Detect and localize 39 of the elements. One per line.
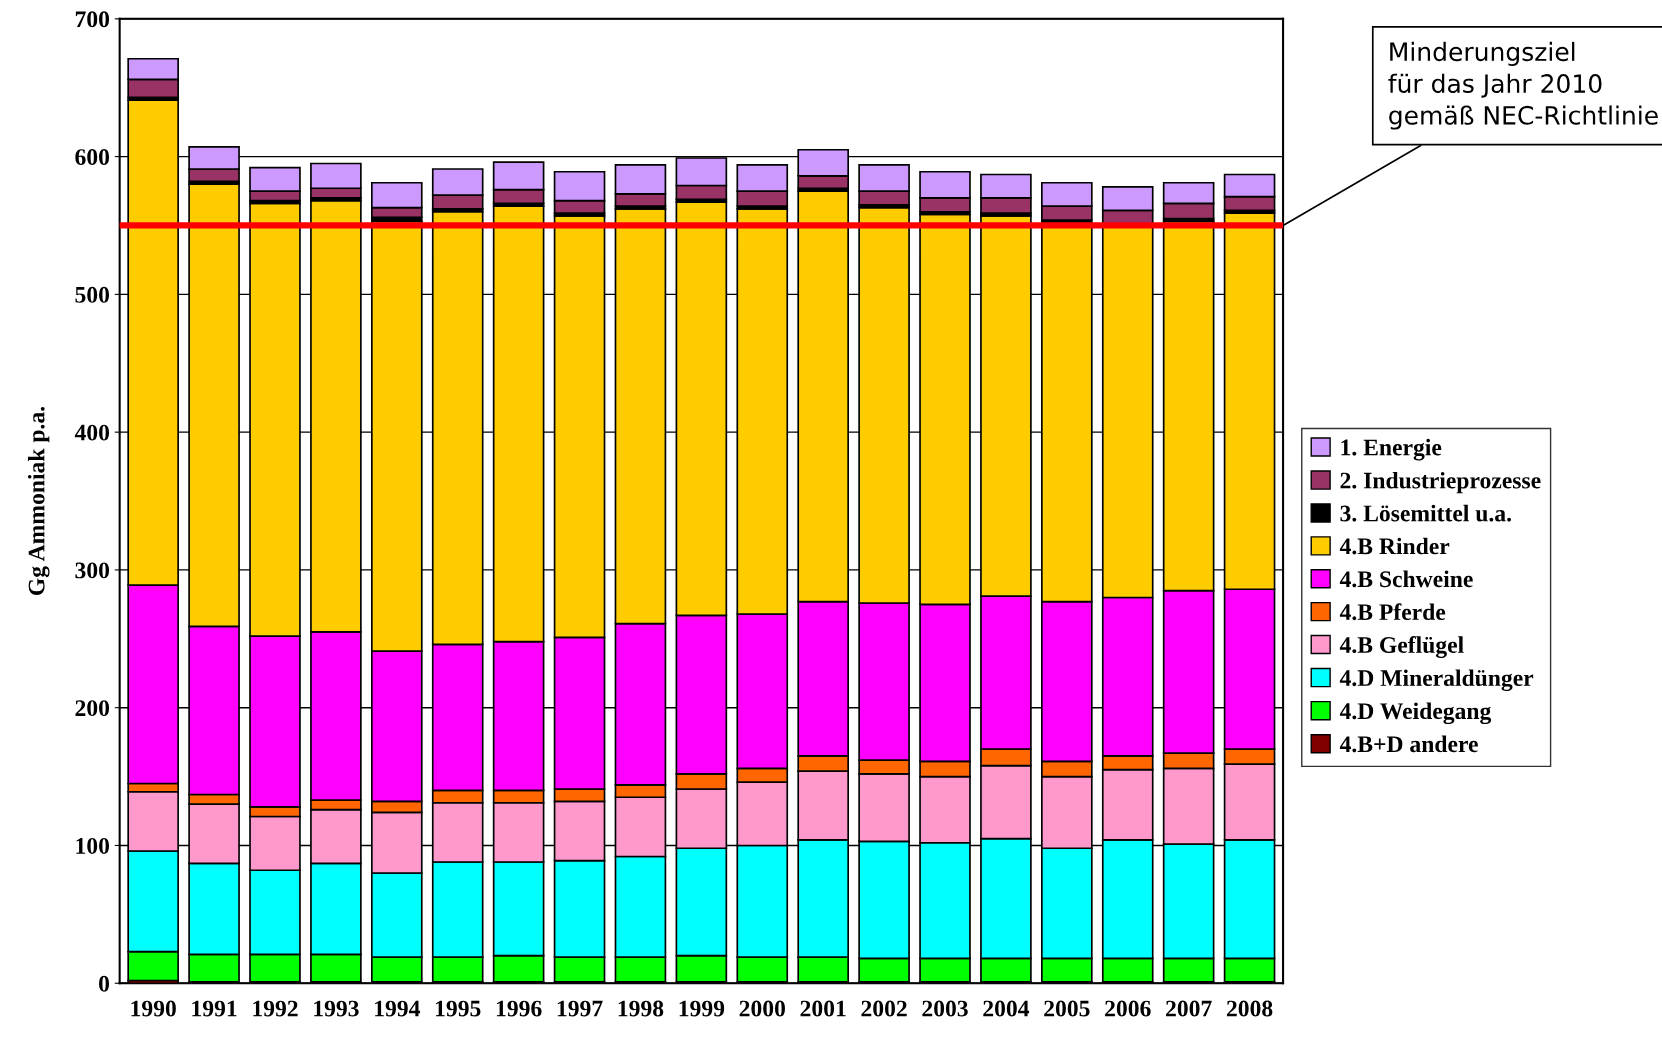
y-tick-label: 200 — [75, 700, 110, 717]
y-tick-label: 0 — [99, 975, 110, 992]
x-tick-label: 1994 — [375, 1000, 420, 1017]
x-tick-label: 1997 — [557, 1000, 603, 1017]
x-tick-label: 1995 — [436, 1000, 481, 1017]
x-tick-label: 2000 — [739, 1000, 785, 1017]
legend-label: 4.B Pferde — [1339, 603, 1446, 621]
x-tick-label: 1992 — [253, 1000, 298, 1017]
x-tick-label: 2003 — [922, 1000, 968, 1017]
x-tick-label: 1996 — [496, 1000, 542, 1017]
y-tick-label: 100 — [76, 837, 110, 854]
x-tick-label: 2002 — [861, 1000, 907, 1017]
legend-label: 4.B Rinder — [1339, 537, 1450, 555]
x-tick-label: 2007 — [1166, 1000, 1212, 1017]
legend-label: 4.B Schweine — [1339, 570, 1473, 588]
x-tick-label: 1993 — [314, 1000, 359, 1017]
x-tick-label: 2008 — [1226, 1000, 1273, 1017]
x-tick-label: 1999 — [679, 1000, 725, 1017]
x-tick-label: 1991 — [192, 1000, 237, 1017]
y-tick-label: 400 — [74, 424, 110, 441]
y-tick-label: 500 — [75, 286, 110, 303]
x-tick-label: 2006 — [1105, 1000, 1151, 1017]
legend-label: 4.D Mineraldünger — [1339, 669, 1534, 692]
x-tick-label: 1990 — [131, 1000, 176, 1017]
x-tick-label: 2005 — [1044, 1000, 1090, 1017]
legend-label: 3. Lösemittel u.a. — [1340, 504, 1511, 522]
legend-label: 4.D Weidegang — [1339, 702, 1492, 725]
x-tick-label: 2001 — [800, 1000, 846, 1017]
y-tick-label: 300 — [75, 562, 110, 579]
x-tick-label: 1998 — [618, 1000, 664, 1017]
x-tick-label: 2004 — [983, 1000, 1030, 1017]
legend-label: 4.B Geflügel — [1339, 636, 1464, 658]
legend-label: 1. Energie — [1341, 438, 1442, 461]
y-tick-label: 700 — [75, 11, 110, 28]
legend-label: 2. Industrieprozesse — [1340, 471, 1541, 494]
y-axis-title: Gg Ammoniak p.a. — [27, 406, 50, 595]
legend-label: 4.B+D andere — [1339, 735, 1478, 753]
y-tick-label: 600 — [75, 149, 110, 166]
ref-line-label: Minderungsziel für das Jahr 2010 gemäß NEC-Richtlinie — [1388, 41, 1658, 130]
